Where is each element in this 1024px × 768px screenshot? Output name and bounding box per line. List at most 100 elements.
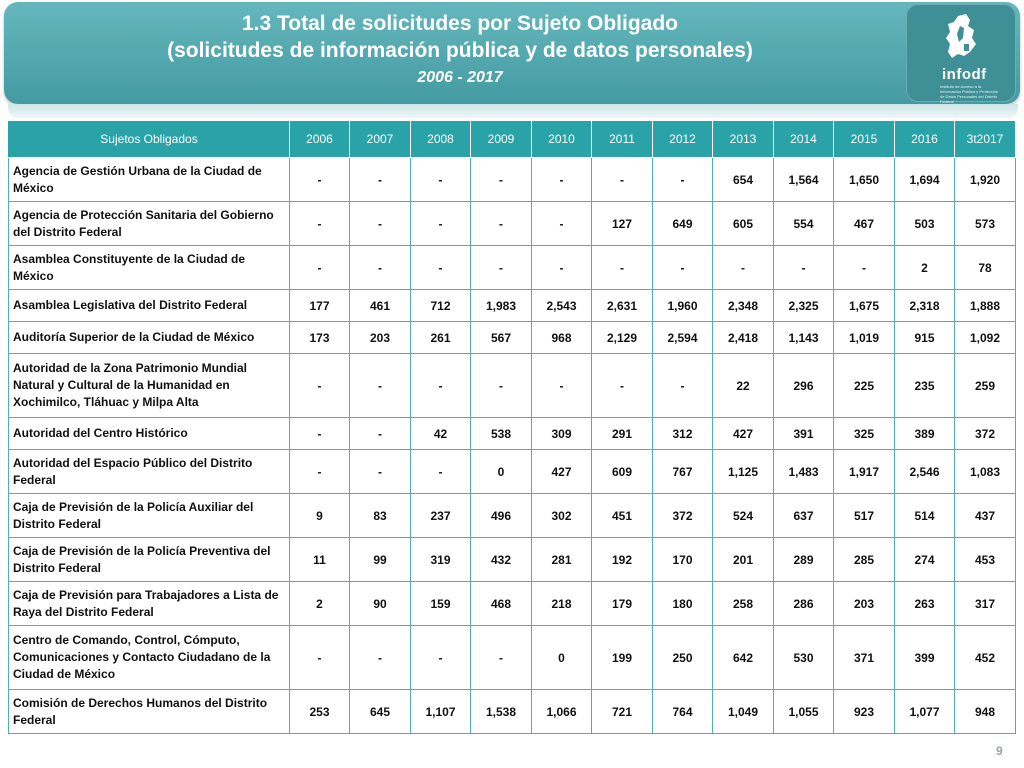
table-cell: - [531, 245, 592, 290]
table-cell: 391 [773, 417, 834, 450]
table-cell: 461 [349, 289, 411, 322]
table-cell: 203 [833, 581, 895, 626]
table-cell: 371 [833, 625, 895, 690]
table-cell: 721 [591, 689, 653, 734]
column-header: 2010 [531, 120, 592, 158]
table-cell: - [591, 157, 653, 202]
table-cell: 177 [289, 289, 350, 322]
table-cell: - [289, 625, 350, 690]
table-cell: - [470, 245, 532, 290]
table-cell: - [470, 157, 532, 202]
table-cell: 281 [531, 537, 592, 582]
table-row: Caja de Previsión de la Policía Preventi… [8, 537, 1016, 582]
table-cell: - [833, 245, 895, 290]
table-cell: - [410, 245, 471, 290]
table-cell: 1,019 [833, 321, 895, 354]
table-cell: 0 [470, 449, 532, 494]
table-cell: 203 [349, 321, 411, 354]
table-cell: 170 [652, 537, 713, 582]
table-cell: 1,143 [773, 321, 834, 354]
table-cell: 948 [954, 689, 1016, 734]
table-cell: - [349, 625, 411, 690]
table-cell: 467 [833, 201, 895, 246]
table-cell: 90 [349, 581, 411, 626]
table-cell: - [652, 353, 713, 418]
table-cell: - [470, 201, 532, 246]
table-cell: - [652, 245, 713, 290]
table-row: Agencia de Protección Sanitaria del Gobi… [8, 201, 1016, 246]
table-cell: 399 [894, 625, 955, 690]
table-cell: - [349, 417, 411, 450]
table-cell: 503 [894, 201, 955, 246]
table-cell: 645 [349, 689, 411, 734]
table-cell: - [289, 353, 350, 418]
logo-wordmark: infodf [942, 66, 987, 83]
table-cell: 712 [410, 289, 471, 322]
table-cell: 427 [712, 417, 774, 450]
column-header: 2012 [652, 120, 713, 158]
table-cell: 1,538 [470, 689, 532, 734]
table-cell: 285 [833, 537, 895, 582]
table-cell: - [470, 353, 532, 418]
table-cell: 2,543 [531, 289, 592, 322]
table-cell: 78 [954, 245, 1016, 290]
table-cell: 389 [894, 417, 955, 450]
table-cell: 554 [773, 201, 834, 246]
table-cell: - [349, 157, 411, 202]
table-cell: 42 [410, 417, 471, 450]
table-cell: 767 [652, 449, 713, 494]
table-cell: 173 [289, 321, 350, 354]
table-cell: 2,318 [894, 289, 955, 322]
table-cell: 180 [652, 581, 713, 626]
table-row: Auditoría Superior de la Ciudad de Méxic… [8, 321, 1016, 354]
table-cell: 258 [712, 581, 774, 626]
row-label: Auditoría Superior de la Ciudad de Méxic… [8, 321, 290, 354]
table-cell: 2,418 [712, 321, 774, 354]
table-cell: 923 [833, 689, 895, 734]
page-subtitle: 2006 - 2017 [417, 69, 503, 86]
table-cell: 468 [470, 581, 532, 626]
table-cell: 201 [712, 537, 774, 582]
table-cell: 218 [531, 581, 592, 626]
table-cell: 1,650 [833, 157, 895, 202]
table-row: Asamblea Constituyente de la Ciudad de M… [8, 245, 1016, 290]
column-header: 2007 [349, 120, 411, 158]
table-cell: - [349, 353, 411, 418]
table-cell: - [349, 245, 411, 290]
table-row: Caja de Previsión de la Policía Auxiliar… [8, 493, 1016, 538]
table-row: Asamblea Legislativa del Distrito Federa… [8, 289, 1016, 322]
table-cell: - [289, 417, 350, 450]
table-cell: 286 [773, 581, 834, 626]
column-header: Sujetos Obligados [8, 120, 290, 158]
table-cell: 9 [289, 493, 350, 538]
table-cell: - [531, 157, 592, 202]
table-cell: - [289, 201, 350, 246]
table-cell: - [410, 449, 471, 494]
table-row: Caja de Previsión para Trabajadores a Li… [8, 581, 1016, 626]
table-cell: 1,920 [954, 157, 1016, 202]
table-cell: 237 [410, 493, 471, 538]
table-cell: 1,917 [833, 449, 895, 494]
table-cell: 319 [410, 537, 471, 582]
table-cell: 1,049 [712, 689, 774, 734]
row-label: Centro de Comando, Control, Cómputo, Com… [8, 625, 290, 690]
table-cell: 1,077 [894, 689, 955, 734]
table-cell: 915 [894, 321, 955, 354]
table-cell: - [410, 201, 471, 246]
page-title: 1.3 Total de solicitudes por Sujeto Obli… [242, 12, 678, 35]
table-cell: 309 [531, 417, 592, 450]
table-cell: 451 [591, 493, 653, 538]
table-cell: 159 [410, 581, 471, 626]
logo-caption: Instituto de Acceso a la Información Púb… [940, 84, 999, 104]
table-cell: 325 [833, 417, 895, 450]
table-cell: 179 [591, 581, 653, 626]
column-header: 2011 [591, 120, 653, 158]
table-cell: - [289, 157, 350, 202]
table-cell: - [410, 625, 471, 690]
table-cell: 235 [894, 353, 955, 418]
table-cell: 22 [712, 353, 774, 418]
table-cell: 11 [289, 537, 350, 582]
row-label: Autoridad del Espacio Público del Distri… [8, 449, 290, 494]
table-cell: 427 [531, 449, 592, 494]
table-cell: 2,631 [591, 289, 653, 322]
